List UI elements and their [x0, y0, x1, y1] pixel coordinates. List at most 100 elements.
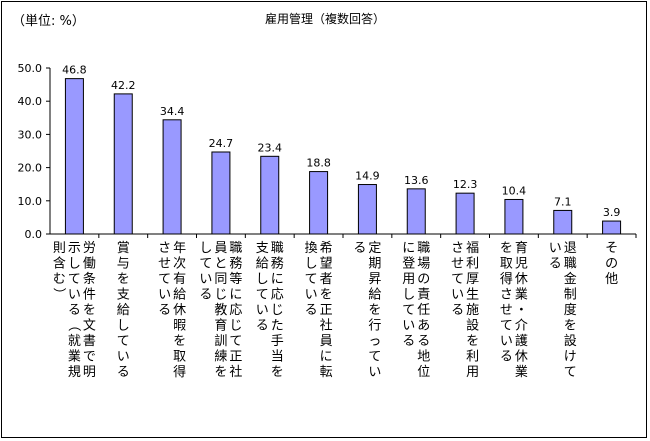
data-label: 34.4 [160, 105, 185, 118]
data-label: 24.7 [209, 137, 234, 150]
svg-text:手: 手 [271, 334, 284, 349]
bar [309, 171, 329, 235]
svg-text:い: い [117, 350, 130, 365]
svg-text:た: た [271, 319, 284, 334]
svg-text:休: 休 [173, 303, 186, 318]
svg-text:に: に [402, 241, 415, 256]
svg-text:い: い [451, 288, 464, 303]
svg-text:る: る [158, 303, 171, 318]
svg-text:規: 規 [68, 365, 81, 380]
data-label: 7.1 [554, 195, 572, 208]
svg-text:い: い [402, 319, 415, 334]
svg-text:退: 退 [564, 241, 577, 256]
svg-text:介: 介 [515, 319, 528, 334]
data-label: 12.3 [453, 178, 478, 191]
svg-text:厚: 厚 [466, 272, 479, 287]
svg-text:あ: あ [417, 319, 430, 334]
svg-text:の: の [605, 257, 618, 272]
svg-text:度: 度 [564, 302, 577, 318]
svg-text:給: 給 [117, 303, 130, 318]
svg-text:含: 含 [53, 256, 66, 272]
svg-text:望: 望 [320, 256, 333, 272]
svg-text:就: 就 [68, 334, 81, 349]
svg-text:給: 給 [368, 288, 381, 303]
svg-text:じ: じ [214, 288, 227, 303]
svg-text:を: を [214, 365, 227, 380]
svg-text:昇: 昇 [368, 272, 381, 287]
svg-text:育: 育 [515, 240, 528, 256]
svg-text:る: る [353, 241, 366, 256]
svg-text:希: 希 [320, 241, 333, 256]
category-label: その他 [605, 241, 618, 287]
svg-text:い: い [305, 288, 318, 303]
svg-text:い: い [158, 288, 171, 303]
svg-text:る: る [256, 319, 269, 334]
svg-text:）: ） [51, 287, 66, 300]
svg-text:る: る [549, 257, 562, 272]
svg-text:い: い [549, 241, 562, 256]
data-label: 23.4 [258, 141, 283, 154]
svg-text:給: 給 [256, 257, 269, 272]
svg-text:じ: じ [229, 319, 242, 334]
svg-text:期: 期 [368, 257, 381, 272]
svg-text:明: 明 [83, 365, 96, 380]
svg-text:務: 務 [271, 257, 284, 272]
svg-text:て: て [500, 319, 513, 334]
svg-text:い: い [368, 365, 381, 380]
svg-text:て: て [68, 272, 81, 287]
svg-text:得: 得 [173, 364, 186, 380]
svg-text:て: て [451, 272, 464, 287]
svg-text:教: 教 [214, 302, 227, 318]
svg-text:登: 登 [402, 257, 415, 272]
svg-text:社: 社 [320, 318, 333, 334]
svg-text:っ: っ [368, 334, 381, 349]
svg-text:任: 任 [417, 303, 430, 318]
svg-text:職: 職 [229, 241, 242, 256]
svg-text:む: む [53, 272, 66, 287]
svg-text:用: 用 [402, 272, 415, 287]
svg-text:護: 護 [515, 333, 528, 349]
svg-text:業: 業 [515, 287, 528, 303]
y-tick-label: 30.0 [18, 128, 43, 141]
svg-text:件: 件 [83, 288, 96, 303]
svg-text:社: 社 [229, 364, 242, 380]
svg-text:て: て [117, 334, 130, 349]
svg-text:さ: さ [451, 241, 464, 256]
y-tick-label: 40.0 [18, 95, 43, 108]
svg-text:務: 務 [229, 257, 242, 272]
svg-text:訓: 訓 [214, 333, 227, 349]
data-label: 3.9 [603, 206, 621, 219]
svg-text:さ: さ [158, 241, 171, 256]
bar [504, 198, 524, 235]
svg-text:休: 休 [515, 350, 528, 365]
svg-text:暇: 暇 [173, 319, 186, 334]
svg-text:書: 書 [83, 334, 96, 349]
svg-text:換: 換 [305, 241, 318, 256]
svg-text:員: 員 [320, 334, 333, 349]
unit-label: （単位: %） [12, 14, 85, 29]
data-label: 13.6 [404, 174, 429, 187]
svg-text:を: を [368, 303, 381, 318]
y-tick-label: 0.0 [25, 228, 43, 241]
svg-text:・: ・ [515, 303, 528, 318]
svg-text:る: る [417, 334, 430, 349]
svg-text:等: 等 [229, 271, 242, 287]
svg-text:る: る [199, 288, 212, 303]
svg-text:設: 設 [564, 333, 577, 349]
svg-text:練: 練 [214, 350, 227, 365]
svg-text:文: 文 [83, 319, 96, 334]
svg-text:て: て [256, 288, 269, 303]
svg-text:労: 労 [83, 241, 96, 256]
svg-text:し: し [256, 272, 269, 287]
svg-text:い: い [199, 272, 212, 287]
svg-text:る: る [402, 334, 415, 349]
svg-text:い: い [500, 334, 513, 349]
bar [64, 78, 84, 235]
svg-text:行: 行 [368, 319, 381, 334]
svg-text:応: 応 [271, 288, 284, 303]
bar [113, 93, 133, 235]
